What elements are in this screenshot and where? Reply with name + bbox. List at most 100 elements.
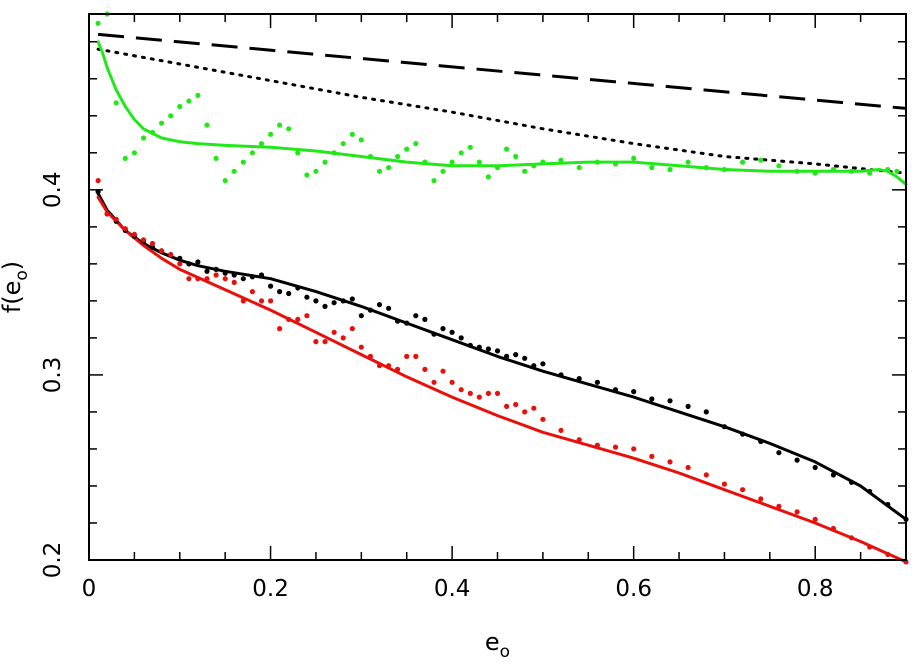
data-point: [830, 472, 837, 478]
data-point: [576, 376, 582, 382]
data-point: [885, 166, 891, 173]
data-point: [295, 316, 301, 322]
data-point: [286, 126, 292, 132]
data-point: [304, 313, 310, 319]
data-point: [222, 178, 228, 184]
data-point: [812, 516, 818, 522]
data-point: [685, 464, 691, 471]
data-point: [522, 409, 528, 415]
data-point: [848, 479, 855, 485]
data-point: [213, 266, 219, 272]
data-point: [458, 335, 464, 341]
data-point: [204, 268, 210, 274]
x-tick-label: 0.4: [434, 576, 471, 602]
data-point: [286, 290, 292, 297]
data-point: [322, 159, 328, 165]
data-point: [540, 361, 546, 367]
data-point: [340, 298, 346, 304]
data-point: [386, 165, 392, 171]
data-point: [721, 481, 728, 487]
data-point: [867, 170, 873, 176]
data-point: [885, 501, 891, 508]
series-layer: [95, 11, 909, 565]
data-point: [685, 159, 691, 165]
data-point: [685, 403, 691, 409]
data-point: [449, 329, 455, 335]
data-point: [667, 459, 673, 465]
data-point: [268, 283, 274, 289]
data-point: [522, 168, 528, 174]
data-point: [476, 159, 482, 165]
data-point: [649, 165, 655, 171]
data-point: [758, 496, 764, 502]
data-point: [177, 261, 183, 267]
data-point: [404, 320, 410, 326]
data-point: [649, 453, 655, 459]
data-point: [140, 237, 147, 243]
data-point: [113, 216, 119, 222]
data-point: [794, 457, 800, 463]
data-point: [494, 348, 501, 354]
y-axis-title: f(eo): [0, 261, 32, 313]
dot-series-5: [95, 11, 900, 184]
data-point: [186, 98, 192, 104]
data-point: [531, 163, 537, 169]
data-point: [504, 353, 510, 359]
data-point: [131, 150, 137, 156]
data-point: [168, 252, 174, 258]
data-point: [867, 488, 873, 495]
data-point: [776, 163, 782, 169]
data-point: [458, 150, 464, 156]
data-point: [104, 211, 110, 217]
y-tick-label: 0.2: [40, 542, 66, 579]
data-point: [776, 503, 782, 509]
data-point: [295, 285, 301, 291]
data-point: [349, 131, 355, 137]
line-series-2: [96, 40, 908, 186]
data-point: [830, 166, 837, 173]
data-point: [231, 279, 237, 285]
data-point: [631, 155, 637, 161]
data-point: [140, 135, 147, 141]
data-point: [122, 155, 128, 161]
data-point: [413, 353, 419, 359]
y-axis-title-suffix: ): [0, 261, 26, 270]
data-point: [458, 387, 464, 393]
data-point: [149, 244, 156, 250]
data-point: [195, 92, 201, 98]
data-point: [485, 390, 491, 396]
data-point: [703, 409, 709, 415]
data-point: [476, 344, 482, 350]
data-point: [449, 159, 455, 165]
data-point: [812, 170, 818, 176]
data-point: [149, 240, 156, 247]
data-point: [358, 344, 364, 350]
data-point: [612, 161, 619, 167]
data-point: [376, 168, 383, 174]
data-point: [258, 272, 265, 278]
data-point: [612, 387, 619, 393]
data-point: [576, 437, 582, 443]
data-point: [476, 394, 482, 400]
data-point: [159, 120, 165, 126]
tick-label-layer: 0 0.2 0.4 0.6 0.8 0.2 0.3 0.4: [40, 172, 834, 602]
data-point: [794, 509, 800, 515]
data-point: [422, 316, 428, 322]
data-point: [322, 303, 328, 309]
data-point: [340, 141, 346, 147]
data-point: [649, 396, 655, 402]
data-point: [331, 329, 337, 335]
data-point: [222, 270, 228, 276]
data-point: [376, 363, 383, 369]
data-point: [204, 122, 210, 128]
data-point: [422, 366, 428, 372]
data-point: [277, 289, 283, 295]
data-point: [268, 298, 274, 304]
data-point: [667, 398, 673, 404]
data-point: [313, 168, 319, 174]
data-point: [231, 272, 237, 278]
data-point: [340, 335, 346, 341]
data-point: [168, 113, 174, 119]
data-point: [703, 472, 709, 478]
data-point: [304, 172, 310, 178]
